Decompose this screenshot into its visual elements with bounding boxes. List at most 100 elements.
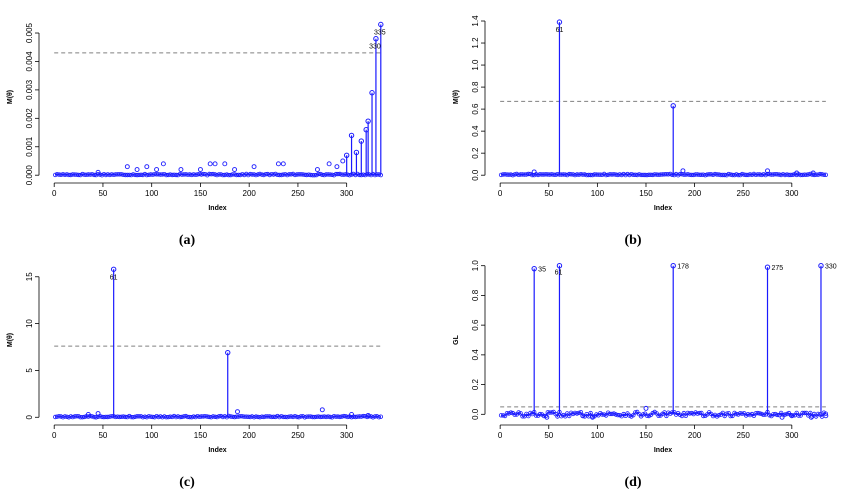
y-tick-label: 5 [25, 368, 34, 373]
x-tick-label: 150 [639, 189, 653, 198]
data-point [531, 169, 537, 175]
spike-point [348, 132, 355, 139]
x-axis-label: Index [208, 447, 226, 454]
baseline-point [298, 414, 304, 419]
baseline-point [138, 172, 144, 177]
baseline-point [201, 171, 206, 177]
y-tick-label: 1.2 [471, 37, 480, 49]
data-point [810, 170, 816, 176]
spike-point [556, 19, 563, 25]
baseline-point [80, 171, 85, 177]
x-tick-label: 300 [340, 431, 354, 440]
data-point [85, 412, 91, 417]
y-tick-label: 0.4 [471, 125, 480, 137]
y-tick-label: 0.0 [471, 169, 480, 181]
baseline-point [687, 411, 692, 416]
data-point [144, 164, 150, 170]
x-tick-label: 300 [785, 189, 799, 198]
baseline-point [500, 413, 506, 418]
baseline-point [720, 410, 725, 416]
x-tick-label: 150 [194, 189, 208, 198]
data-point [789, 413, 795, 419]
baseline-point [89, 172, 95, 177]
data-point [365, 412, 371, 418]
x-tick-label: 100 [591, 431, 605, 440]
data-point [95, 411, 101, 416]
spike-point [365, 118, 371, 124]
baseline-point [329, 172, 335, 177]
baseline-point [203, 414, 208, 419]
x-tick-label: 300 [785, 431, 799, 440]
spike-point [343, 152, 350, 158]
baseline-point [730, 413, 735, 419]
baseline-point [598, 172, 603, 177]
y-tick-label: 1.0 [471, 260, 480, 272]
x-tick-label: 50 [544, 431, 553, 440]
baseline-point [226, 172, 231, 178]
baseline-point [89, 414, 95, 419]
baseline-point [74, 414, 79, 419]
x-tick-label: 50 [98, 189, 107, 198]
baseline-point [508, 410, 514, 415]
baseline-point [726, 411, 731, 416]
baseline-point [736, 172, 741, 178]
baseline-point [56, 414, 62, 419]
data-point [794, 170, 800, 176]
baseline-point [279, 172, 284, 178]
y-tick-label: 0.4 [471, 349, 480, 361]
data-point [544, 414, 550, 420]
data-point [124, 164, 130, 170]
baseline-point [670, 410, 675, 415]
baseline-point [740, 411, 745, 416]
annotation-label: 35 [538, 267, 546, 274]
data-point [232, 167, 238, 172]
x-tick-label: 100 [591, 189, 605, 198]
baseline-point [271, 414, 276, 419]
baseline-point [312, 172, 317, 178]
baseline-point [757, 411, 762, 416]
baseline-point [257, 171, 263, 177]
baseline-point [76, 172, 81, 178]
baseline-point [656, 413, 661, 418]
baseline-point [376, 415, 382, 420]
spike-point [818, 262, 824, 269]
spike-point [531, 265, 537, 272]
baseline-point [817, 171, 823, 177]
spike-point [556, 262, 563, 269]
baseline-point [670, 172, 675, 177]
spike-point [373, 36, 379, 42]
y-tick-label: 0.8 [471, 81, 480, 93]
baseline-point [361, 413, 366, 419]
baseline-point [273, 171, 278, 177]
x-tick-label: 200 [243, 189, 257, 198]
baseline-point [728, 413, 733, 419]
baseline-point [775, 412, 780, 418]
panel-c: 0 50 100 150 200 250 300 0 5 10 15 Index M(θ) 61 [7, 266, 383, 454]
baseline-point [343, 172, 348, 177]
baseline-point [91, 172, 97, 178]
x-tick-label: 150 [194, 431, 208, 440]
x-axis-label: Index [208, 205, 226, 212]
data-point [823, 413, 829, 419]
baseline-point [292, 414, 298, 419]
baseline-point [802, 410, 807, 416]
baseline-point [664, 413, 669, 419]
data-point [280, 161, 286, 167]
y-axis-label: M(θ) [453, 90, 460, 104]
baseline-point [173, 172, 179, 178]
y-tick-label: 0.000 [25, 165, 34, 186]
baseline-point [815, 411, 821, 417]
baseline-point [699, 410, 704, 416]
data-point [212, 161, 218, 167]
baseline-point [823, 172, 828, 177]
data-point [251, 164, 257, 170]
spike-point [369, 90, 375, 96]
baseline-point [520, 414, 525, 419]
y-tick-label: 0.2 [471, 378, 480, 390]
baseline-point [796, 413, 801, 418]
baseline-point [302, 415, 307, 420]
baseline-point [734, 411, 739, 417]
baseline-point [498, 413, 504, 418]
baseline-point [105, 414, 110, 420]
